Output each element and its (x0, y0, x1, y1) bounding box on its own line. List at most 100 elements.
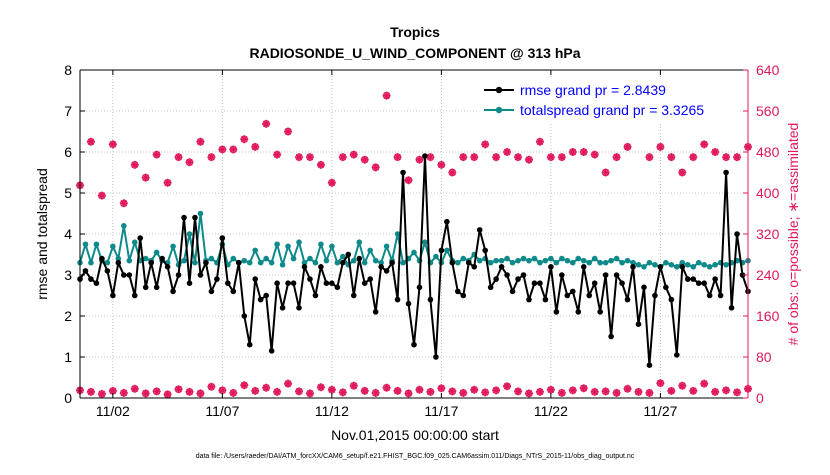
totalspread-point (690, 264, 697, 270)
rmse-point (597, 309, 603, 315)
rmse-point (137, 235, 144, 241)
legend-box (478, 78, 738, 124)
totalspread-point (706, 264, 713, 270)
totalspread-point (487, 259, 494, 266)
obs-assimilated-marker (284, 379, 293, 388)
obs-assimilated-marker (503, 382, 512, 391)
totalspread-point (82, 241, 89, 248)
totalspread-point (312, 259, 319, 266)
axes: 11/02 11/07 11/12 11/17 11/22 11/270123456780… (64, 62, 779, 419)
rmse-point (296, 305, 302, 311)
rmse-point (285, 280, 291, 287)
totalspread-point (460, 255, 467, 262)
rmse-point (99, 255, 105, 262)
obs-assimilated-marker (448, 387, 457, 396)
obs-assimilated-marker (338, 388, 347, 397)
obs-assimilated-marker (273, 150, 282, 159)
obs-assimilated-marker (601, 168, 610, 177)
obs-assimilated-marker (152, 150, 161, 159)
x-tick-label: 11/02 (96, 403, 130, 419)
totalspread-point (197, 210, 204, 217)
obs-assimilated-marker (470, 385, 479, 394)
totalspread-point (602, 259, 609, 266)
rmse-point (602, 272, 609, 278)
rmse-point (159, 255, 165, 262)
obs-assimilated-marker (678, 381, 687, 390)
obs-assimilated-marker (207, 382, 216, 391)
totalspread-point (340, 253, 346, 260)
totalspread-point (444, 247, 450, 254)
totalspread-point (88, 259, 94, 266)
rmse-point (455, 288, 461, 295)
totalspread-point (121, 223, 127, 229)
obs-assimilated-marker (130, 384, 139, 393)
rmse-point (498, 264, 505, 270)
obs-assimilated-marker (492, 386, 501, 395)
rmse-point (230, 288, 237, 295)
obs-assimilated-marker (415, 155, 424, 164)
y-tick-label-left: 5 (64, 185, 72, 201)
obs-assimilated-marker (305, 389, 314, 398)
rmse-point (569, 288, 576, 295)
rmse-point (175, 272, 182, 278)
rmse-point (329, 280, 335, 287)
rmse-point (465, 259, 472, 266)
totalspread-point (170, 243, 176, 250)
legend-rmse-label: rmse grand pr = 2.8439 (520, 82, 666, 98)
obs-assimilated-marker (514, 153, 523, 162)
obs-assimilated-marker (590, 150, 599, 159)
rmse-point (504, 272, 510, 278)
rmse-point (290, 280, 297, 287)
rmse-point (142, 284, 149, 291)
obs-assimilated-marker (404, 389, 413, 398)
rmse-point (241, 313, 248, 319)
totalspread-point (674, 264, 680, 270)
rmse-point (635, 321, 642, 328)
rmse-point (121, 272, 127, 278)
totalspread-point (591, 255, 598, 262)
rmse-point (433, 354, 439, 360)
obs-assimilated-marker (700, 379, 709, 388)
rmse-point (706, 292, 713, 299)
obs-assimilated-marker (623, 384, 632, 393)
obs-assimilated-marker (711, 387, 720, 396)
y-tick-label-right: 160 (756, 308, 780, 324)
obs-assimilated-marker (174, 385, 183, 394)
totalspread-point (493, 257, 499, 264)
obs-assimilated-marker (645, 153, 654, 162)
obs-assimilated-marker (557, 388, 566, 397)
legend-rmse-marker (495, 86, 503, 94)
obs-assimilated-marker (229, 388, 238, 397)
rmse-point (82, 268, 89, 274)
obs-assimilated-marker (119, 199, 128, 208)
obs-assimilated-marker (722, 386, 731, 395)
totalspread-point (531, 255, 538, 262)
rmse-point (383, 268, 390, 274)
x-tick-label: 11/27 (643, 403, 677, 419)
obs-assimilated-marker (634, 387, 643, 396)
obs-assimilated-marker (218, 386, 227, 395)
obs-assimilated-marker (393, 153, 402, 162)
obs-assimilated-marker (86, 137, 95, 146)
rmse-point (88, 276, 94, 282)
rmse-point (378, 264, 384, 270)
obs-assimilated-marker (97, 191, 106, 200)
totalspread-point (652, 261, 658, 268)
totalspread-point (542, 257, 549, 264)
y-tick-label-right: 320 (756, 226, 780, 242)
totalspread-point (307, 255, 313, 262)
obs-assimilated-marker (733, 388, 742, 397)
totalspread-point (559, 255, 565, 262)
totalspread-point (613, 255, 620, 262)
rmse-point (537, 280, 543, 287)
obs-assimilated-marker (185, 387, 194, 396)
obs-assimilated-marker (316, 383, 325, 392)
rmse-point (487, 284, 494, 291)
totalspread-point (394, 231, 401, 237)
totalspread-point (476, 257, 483, 264)
obs-assimilated-marker (108, 386, 117, 395)
y-tick-label-left: 0 (64, 390, 72, 406)
rmse-point (515, 276, 521, 282)
rmse-point (548, 264, 554, 270)
